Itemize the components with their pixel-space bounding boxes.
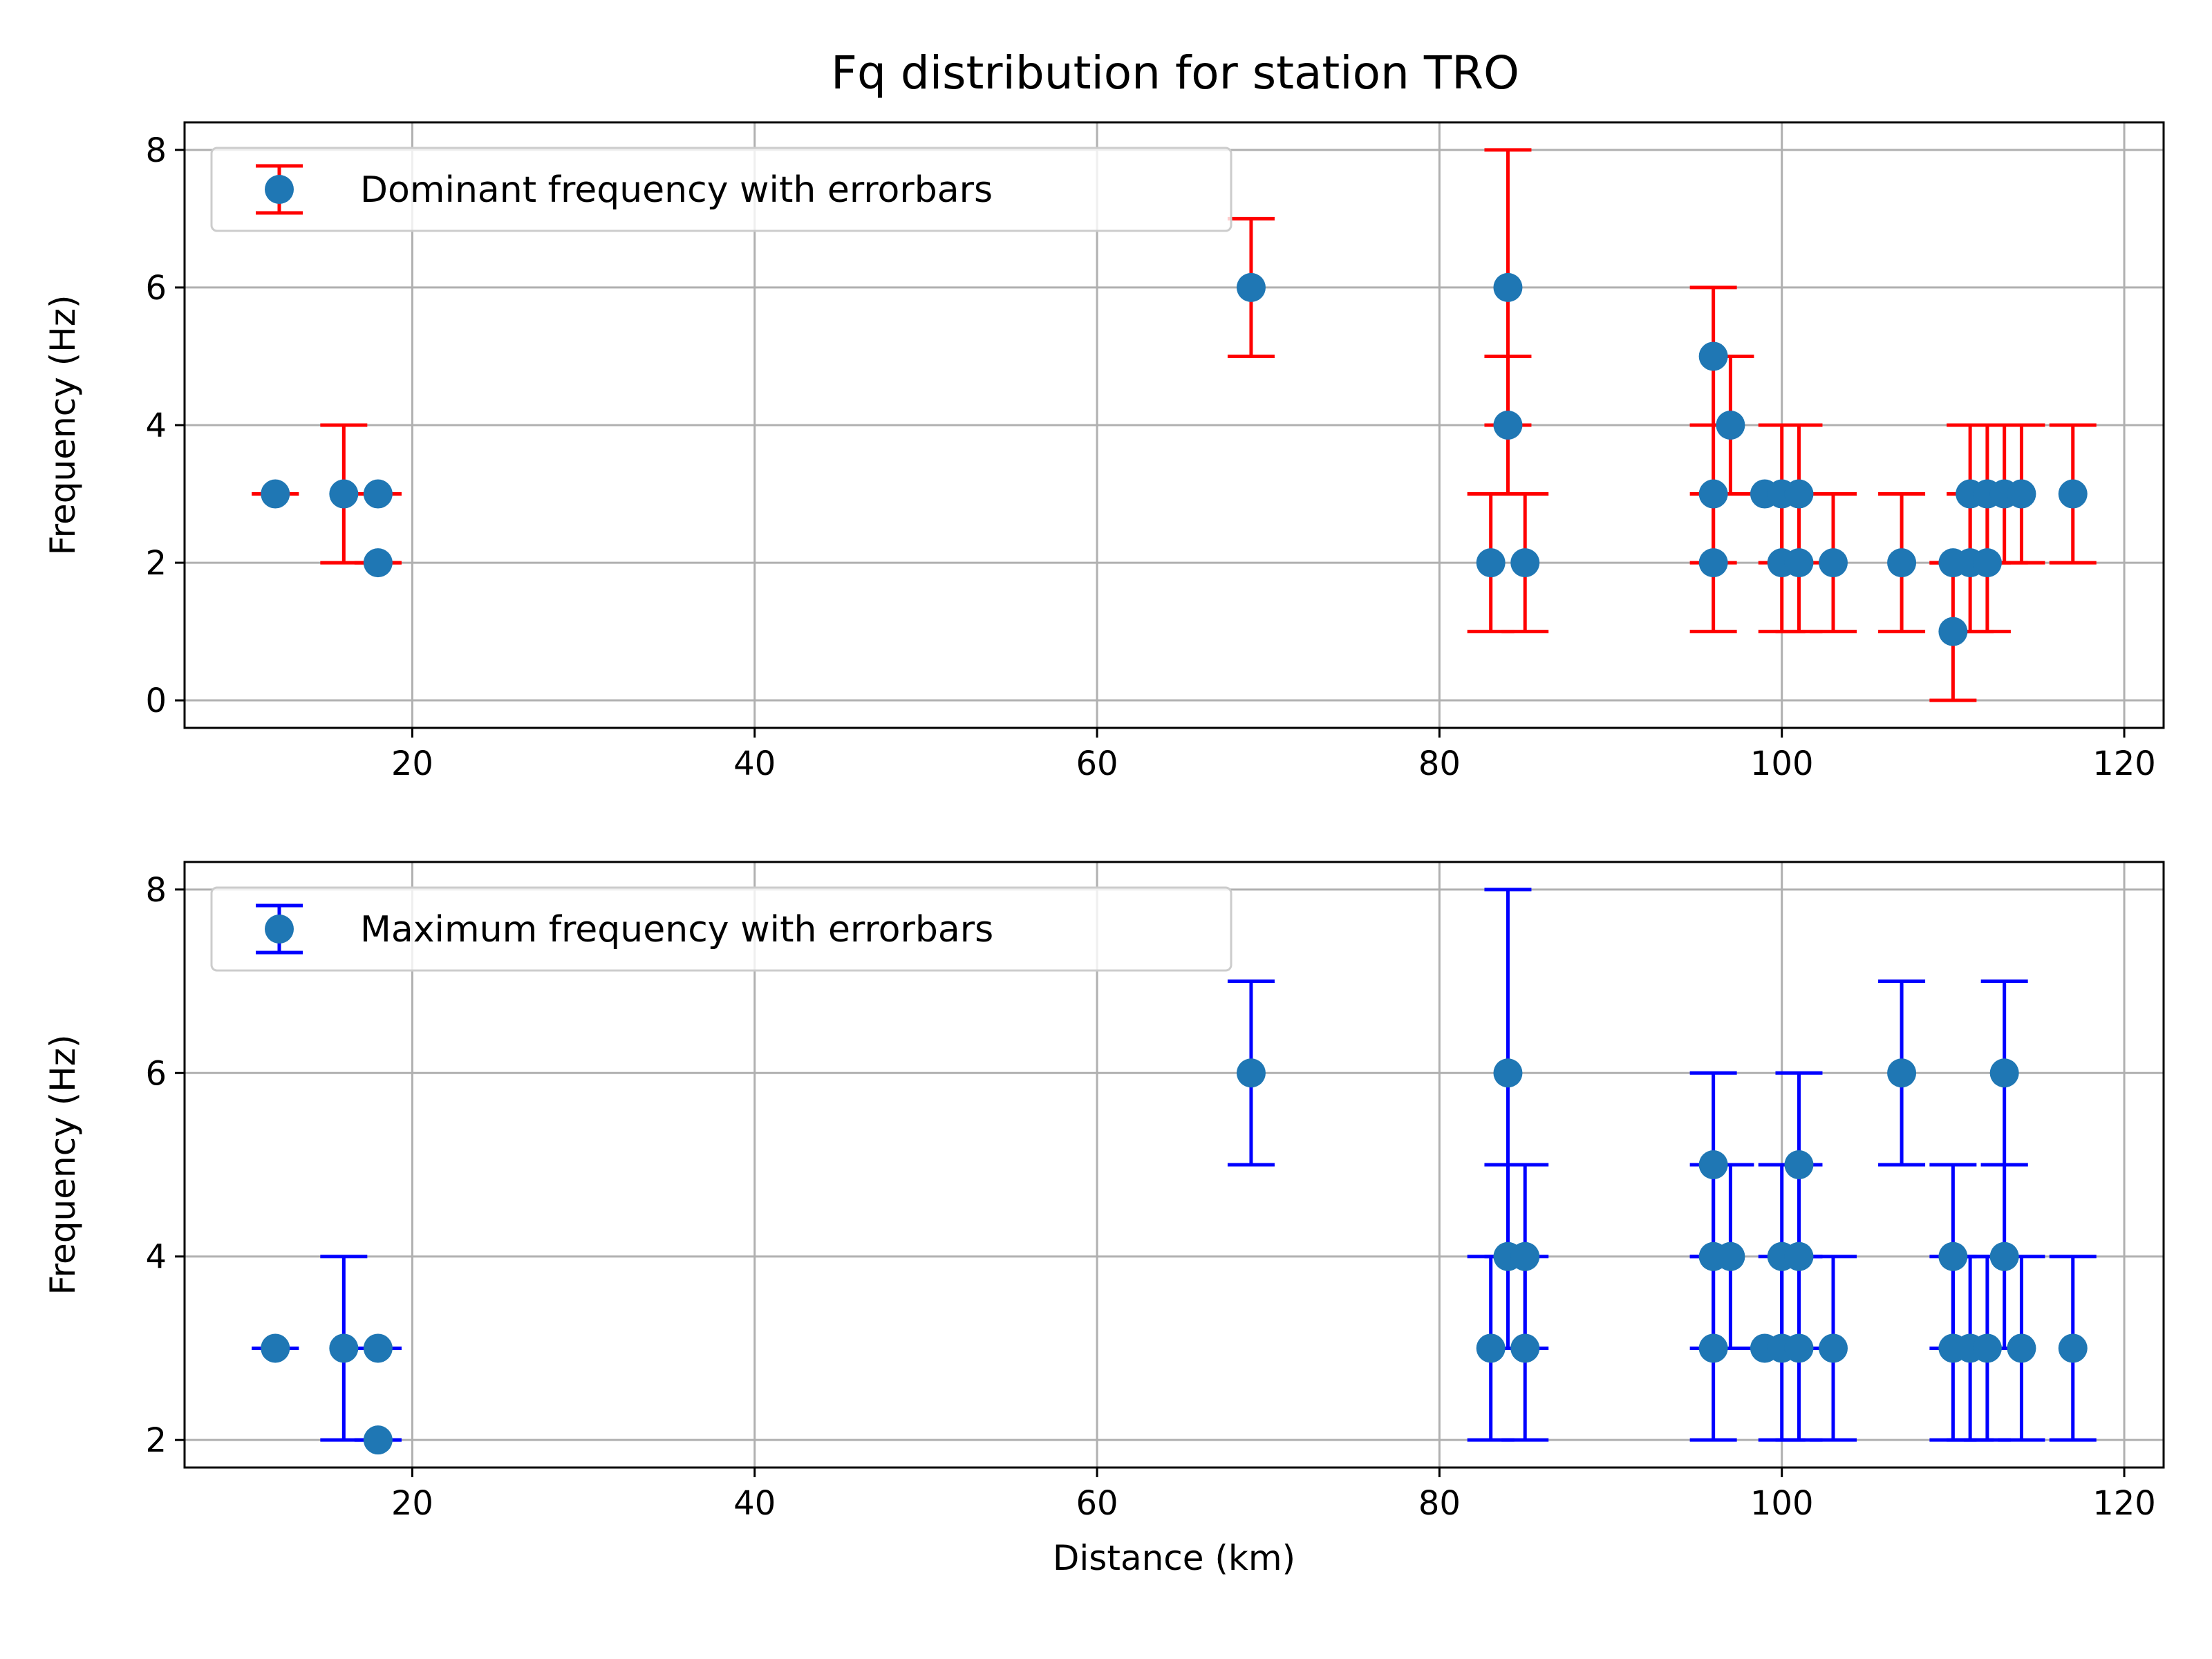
dominant-data-point-21 xyxy=(1938,617,1968,646)
dominant-data-point-18 xyxy=(1819,548,1848,578)
dominant-x-tick-label-3: 80 xyxy=(1418,744,1461,783)
dominant-y-axis-label: Frequency (Hz) xyxy=(43,294,83,555)
maximum-x-tick-label-4: 100 xyxy=(1750,1484,1814,1523)
maximum-data-point-13 xyxy=(1716,1241,1745,1271)
dominant-frequency-panel: 20 40 60 80 100 120 0 2 4 6 8 Frequency (Hz) Dominan… xyxy=(43,121,2165,783)
maximum-x-tick-label-1: 40 xyxy=(733,1484,776,1523)
maximum-data-point-17 xyxy=(1784,1150,1814,1179)
maximum-y-tick-label-3: 8 xyxy=(145,871,167,910)
maximum-data-point-20 xyxy=(1819,1333,1848,1363)
maximum-data-point-9 xyxy=(1510,1333,1540,1363)
maximum-x-tick-label-2: 60 xyxy=(1076,1484,1118,1523)
maximum-data-point-29 xyxy=(2058,1333,2088,1363)
maximum-y-axis-label: Frequency (Hz) xyxy=(43,1034,83,1295)
dominant-data-point-17 xyxy=(1784,548,1814,578)
maximum-data-point-25 xyxy=(1972,1333,2002,1363)
maximum-data-point-6 xyxy=(1493,1058,1523,1088)
dominant-data-point-11 xyxy=(1698,548,1728,578)
maximum-data-point-3 xyxy=(363,1425,393,1455)
maximum-axes-frame xyxy=(183,861,2165,1469)
maximum-data-point-27 xyxy=(1989,1241,2019,1271)
dominant-legend-box xyxy=(210,147,1232,232)
maximum-y-tick-label-2: 6 xyxy=(145,1054,167,1093)
dominant-data-point-2 xyxy=(363,479,393,509)
maximum-x-tick-label-0: 20 xyxy=(391,1484,433,1523)
maximum-data-point-22 xyxy=(1938,1241,1968,1271)
dominant-data-point-16 xyxy=(1784,479,1814,509)
dominant-data-point-3 xyxy=(363,548,393,578)
maximum-y-tick-label-1: 4 xyxy=(145,1238,167,1277)
maximum-legend-box xyxy=(210,886,1232,972)
maximum-data-point-5 xyxy=(1476,1333,1506,1363)
dominant-data-point-4 xyxy=(1236,272,1266,302)
dominant-data-point-12 xyxy=(1716,411,1745,440)
dominant-x-tick-label-0: 20 xyxy=(391,744,433,783)
dominant-y-tick-label-0: 0 xyxy=(145,682,167,720)
maximum-data-point-8 xyxy=(1510,1241,1540,1271)
dominant-data-point-19 xyxy=(1887,548,1917,578)
dominant-x-tick-label-1: 40 xyxy=(733,744,776,783)
maximum-data-point-1 xyxy=(329,1333,359,1363)
dominant-x-tick-label-4: 100 xyxy=(1750,744,1814,783)
dominant-data-point-8 xyxy=(1510,548,1540,578)
dominant-x-tick-label-5: 120 xyxy=(2092,744,2156,783)
dominant-y-tick-label-4: 8 xyxy=(145,131,167,170)
dominant-data-point-10 xyxy=(1698,479,1728,509)
maximum-x-tick-label-3: 80 xyxy=(1418,1484,1461,1523)
maximum-data-point-18 xyxy=(1784,1241,1814,1271)
dominant-data-point-1 xyxy=(329,479,359,509)
maximum-data-point-28 xyxy=(2007,1333,2036,1363)
maximum-legend-label: Maximum frequency with errorbars xyxy=(360,909,993,950)
dominant-axes-frame xyxy=(183,121,2165,729)
maximum-data-point-2 xyxy=(363,1333,393,1363)
maximum-data-point-21 xyxy=(1887,1058,1917,1088)
dominant-data-point-7 xyxy=(1493,411,1523,440)
dominant-data-point-0 xyxy=(261,479,290,509)
dominant-data-point-28 xyxy=(2058,479,2088,509)
dominant-y-tick-label-2: 4 xyxy=(145,406,167,445)
dominant-data-point-5 xyxy=(1476,548,1506,578)
maximum-x-tick-label-5: 120 xyxy=(2092,1484,2156,1523)
maximum-data-point-10 xyxy=(1698,1150,1728,1179)
dominant-legend-label: Dominant frequency with errorbars xyxy=(360,169,993,211)
maximum-legend-marker xyxy=(265,915,294,944)
maximum-x-axis-label: Distance (km) xyxy=(1053,1538,1295,1578)
maximum-data-point-19 xyxy=(1784,1333,1814,1363)
maximum-frequency-panel: 20 40 60 80 100 120 2 4 6 8 Frequency (Hz) Distance… xyxy=(43,861,2165,1578)
dominant-y-tick-label-3: 6 xyxy=(145,269,167,308)
maximum-data-point-4 xyxy=(1236,1058,1266,1088)
dominant-data-point-27 xyxy=(2007,479,2036,509)
dominant-data-point-25 xyxy=(1972,548,2002,578)
maximum-data-point-0 xyxy=(261,1333,290,1363)
dominant-x-tick-label-2: 60 xyxy=(1076,744,1118,783)
dominant-data-point-9 xyxy=(1698,341,1728,371)
dominant-legend-marker xyxy=(265,175,294,204)
dominant-data-point-6 xyxy=(1493,272,1523,302)
dominant-y-tick-label-1: 2 xyxy=(145,544,167,583)
figure-title: Fq distribution for station TRO xyxy=(831,46,1519,100)
maximum-data-point-12 xyxy=(1698,1333,1728,1363)
maximum-y-tick-label-0: 2 xyxy=(145,1421,167,1460)
maximum-data-point-26 xyxy=(1989,1058,2019,1088)
